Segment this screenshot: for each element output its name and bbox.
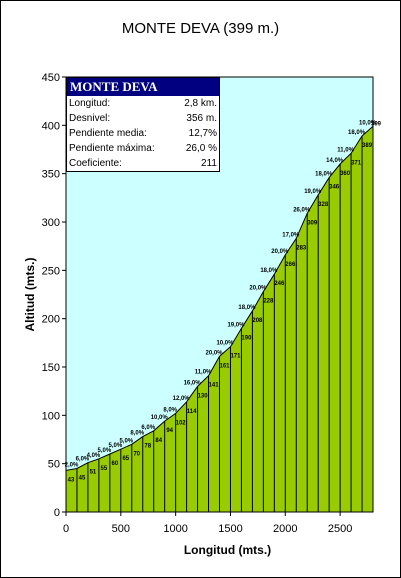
altitude-label: 94 xyxy=(166,428,173,434)
y-tick-label: 300 xyxy=(42,217,60,229)
altitude-label: 309 xyxy=(307,220,318,226)
altitude-label: 130 xyxy=(198,393,209,399)
altitude-label: 141 xyxy=(209,383,220,389)
grade-label: 4,0% xyxy=(87,453,101,459)
y-tick-label: 150 xyxy=(42,362,60,374)
y-tick-label: 50 xyxy=(48,459,60,471)
altitude-label: 65 xyxy=(122,456,129,462)
altitude-label: 51 xyxy=(90,470,97,476)
x-tick-label: 2500 xyxy=(328,523,352,535)
grade-label: 20,0% xyxy=(271,249,289,255)
altitude-label: 208 xyxy=(252,318,263,324)
grade-label: 19,0% xyxy=(304,189,322,195)
info-label: Desnivel: xyxy=(69,113,111,124)
altitude-label: 102 xyxy=(176,420,187,426)
y-tick-label: 250 xyxy=(42,265,60,277)
x-tick-label: 0 xyxy=(63,523,69,535)
y-tick-label: 450 xyxy=(42,72,60,84)
x-tick-label: 2000 xyxy=(273,523,297,535)
grade-label: 26,0% xyxy=(293,207,311,213)
info-value: 26,0 % xyxy=(185,143,217,154)
grade-label: 8,0% xyxy=(130,431,144,437)
grade-label: 10,0% xyxy=(216,341,234,347)
altitude-label: 346 xyxy=(329,185,340,191)
info-row-coeficiente: Coeficiente: 211 xyxy=(67,156,219,171)
info-box-title: MONTE DEVA xyxy=(67,78,219,96)
altitude-label: 228 xyxy=(263,299,274,305)
x-tick-label: 1000 xyxy=(163,523,187,535)
altitude-label: 161 xyxy=(219,363,230,369)
altitude-label: 55 xyxy=(101,466,108,472)
info-box: MONTE DEVA Longitud: 2,8 km. Desnivel: 3… xyxy=(66,77,220,172)
info-value: 356 m. xyxy=(186,113,217,124)
grade-label: 18,0% xyxy=(260,268,278,274)
y-tick-label: 0 xyxy=(54,507,60,519)
altitude-label: 360 xyxy=(340,171,351,177)
grade-label: 11,0% xyxy=(337,147,354,153)
altitude-label: 371 xyxy=(351,160,362,166)
y-tick-label: 350 xyxy=(42,169,60,181)
y-tick-label: 100 xyxy=(42,410,60,422)
altitude-label: 283 xyxy=(296,245,307,251)
chart-title: MONTE DEVA (399 m.) xyxy=(121,20,280,37)
altitude-label: 70 xyxy=(133,451,140,457)
grade-label: 8,0% xyxy=(163,407,177,413)
grade-label: 2,0% xyxy=(65,463,79,469)
altitude-label: 171 xyxy=(230,354,241,360)
grade-label: 6,0% xyxy=(76,457,90,463)
grade-label: 10,0% xyxy=(359,120,377,126)
grade-label: 14,0% xyxy=(326,158,344,164)
grade-label: 12,0% xyxy=(173,396,191,402)
grade-label: 19,0% xyxy=(227,322,245,328)
altitude-label: 60 xyxy=(112,461,119,467)
x-tick-label: 500 xyxy=(112,523,130,535)
grade-label: 5,0% xyxy=(119,438,133,444)
y-axis-label: Altitud (mts.) xyxy=(23,258,37,332)
altitude-label: 328 xyxy=(318,202,329,208)
grade-label: 18,0% xyxy=(315,172,333,178)
info-label: Pendiente media: xyxy=(69,128,147,139)
info-value: 12,7% xyxy=(188,128,217,139)
grade-label: 17,0% xyxy=(282,232,300,238)
altitude-label: 246 xyxy=(274,281,285,287)
y-tick-label: 400 xyxy=(42,120,60,132)
info-row-pendiente-media: Pendiente media: 12,7% xyxy=(67,126,219,141)
info-value: 211 xyxy=(201,158,217,169)
altitude-label: 266 xyxy=(285,262,296,268)
altitude-label: 190 xyxy=(241,335,252,341)
x-axis-label: Longitud (mts.) xyxy=(184,543,271,557)
grade-label: 11,0% xyxy=(195,370,212,376)
altitude-label: 45 xyxy=(79,476,86,482)
info-value: 2,8 km. xyxy=(184,98,217,109)
altitude-label: 84 xyxy=(155,438,162,444)
altitude-label: 389 xyxy=(362,143,373,149)
altitude-label: 43 xyxy=(68,477,75,483)
grade-label: 20,0% xyxy=(206,350,224,356)
info-label: Coeficiente: xyxy=(69,158,122,169)
grade-label: 5,0% xyxy=(108,443,122,449)
info-row-pendiente-maxima: Pendiente máxima: 26,0 % xyxy=(67,141,219,156)
grade-label: 16,0% xyxy=(184,380,202,386)
y-tick-label: 200 xyxy=(42,314,60,326)
info-row-desnivel: Desnivel: 356 m. xyxy=(67,111,219,126)
x-tick-label: 1500 xyxy=(218,523,242,535)
grade-label: 18,0% xyxy=(238,305,256,311)
altitude-label: 399 xyxy=(371,121,382,127)
grade-label: 20,0% xyxy=(249,286,267,292)
grade-label: 10,0% xyxy=(151,415,169,421)
altitude-label: 114 xyxy=(187,409,197,415)
info-label: Longitud: xyxy=(69,98,111,109)
info-row-longitud: Longitud: 2,8 km. xyxy=(67,96,219,111)
grade-label: 5,0% xyxy=(98,448,112,454)
grade-label: 6,0% xyxy=(141,425,155,431)
altitude-label: 78 xyxy=(144,444,151,450)
info-label: Pendiente máxima: xyxy=(69,143,155,154)
grade-label: 18,0% xyxy=(348,130,366,136)
